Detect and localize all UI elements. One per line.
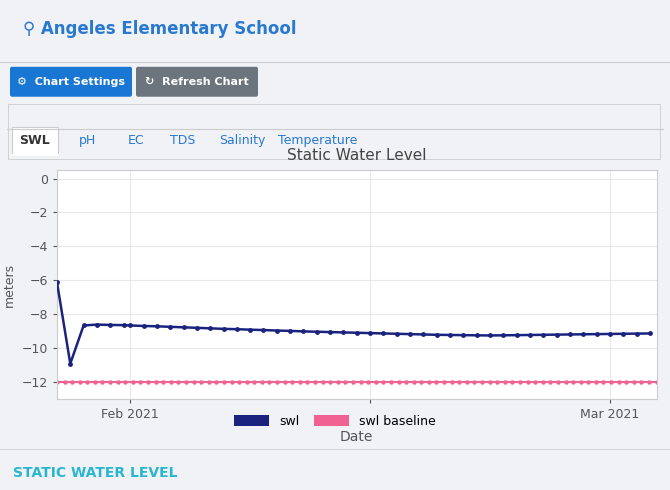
Text: Temperature: Temperature: [278, 134, 358, 147]
Legend: swl, swl baseline: swl, swl baseline: [229, 410, 441, 433]
Text: pH: pH: [79, 134, 96, 147]
FancyBboxPatch shape: [12, 127, 58, 155]
Text: ⚲ Angeles Elementary School: ⚲ Angeles Elementary School: [23, 21, 297, 38]
Text: SWL: SWL: [19, 134, 50, 147]
Text: ⚙  Chart Settings: ⚙ Chart Settings: [17, 77, 125, 87]
FancyBboxPatch shape: [136, 67, 258, 97]
Y-axis label: meters: meters: [3, 263, 16, 307]
Text: STATIC WATER LEVEL: STATIC WATER LEVEL: [13, 466, 178, 480]
Text: ↻  Refresh Chart: ↻ Refresh Chart: [145, 77, 249, 87]
Text: Salinity: Salinity: [219, 134, 265, 147]
FancyBboxPatch shape: [10, 67, 132, 97]
Text: EC: EC: [128, 134, 144, 147]
X-axis label: Date: Date: [340, 430, 373, 444]
Text: TDS: TDS: [170, 134, 196, 147]
Title: Static Water Level: Static Water Level: [287, 148, 427, 163]
